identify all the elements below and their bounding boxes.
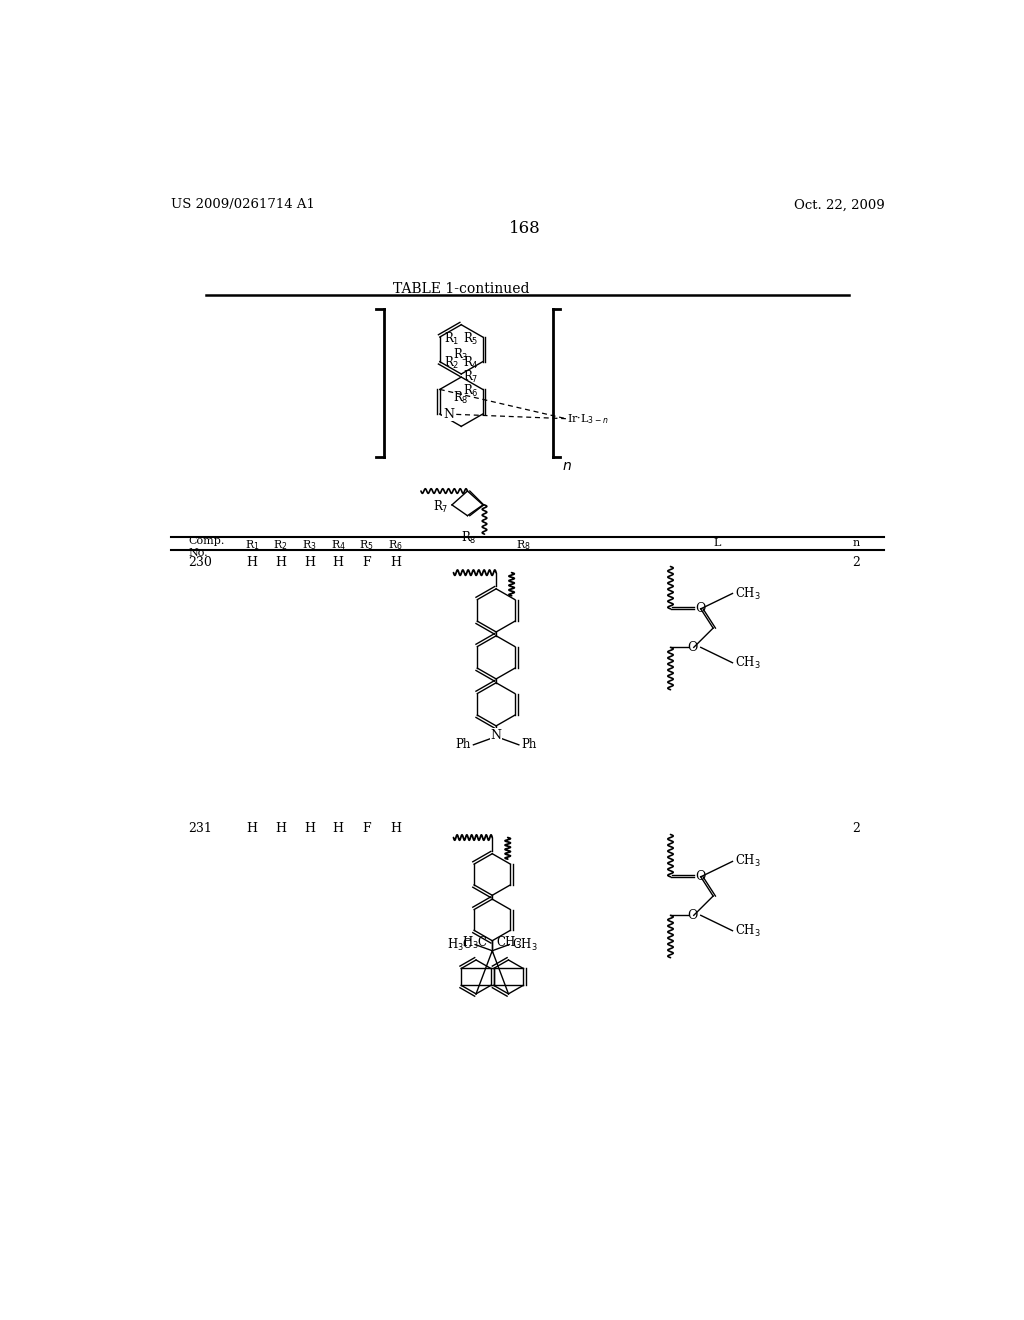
Text: N: N: [490, 729, 502, 742]
Text: H: H: [275, 822, 286, 836]
Text: $n$: $n$: [562, 459, 571, 473]
Text: R$_7$: R$_7$: [433, 499, 449, 515]
Text: O: O: [687, 908, 697, 921]
Text: R$_4$: R$_4$: [463, 355, 479, 371]
Text: H: H: [333, 822, 343, 836]
Text: CH$_3$: CH$_3$: [735, 585, 761, 602]
Text: R$_3$: R$_3$: [302, 539, 316, 552]
Text: F: F: [362, 556, 371, 569]
Text: 230: 230: [188, 556, 212, 569]
Text: Ir·L$_{3-n}$: Ir·L$_{3-n}$: [567, 412, 609, 425]
Text: Comp.
No.: Comp. No.: [188, 536, 225, 558]
Text: R$_4$: R$_4$: [331, 539, 345, 552]
Text: R$_6$: R$_6$: [463, 383, 479, 399]
Text: R$_8$: R$_8$: [454, 389, 469, 405]
Text: H: H: [333, 556, 343, 569]
Text: CH$_3$: CH$_3$: [496, 935, 522, 952]
Text: R$_3$: R$_3$: [454, 347, 469, 363]
Text: H: H: [304, 556, 314, 569]
Text: R$_1$: R$_1$: [245, 539, 259, 552]
Text: Oct. 22, 2009: Oct. 22, 2009: [795, 198, 886, 211]
Text: R$_6$: R$_6$: [388, 539, 402, 552]
Text: R$_5$: R$_5$: [359, 539, 374, 552]
Text: H: H: [275, 556, 286, 569]
Text: R$_7$: R$_7$: [464, 370, 479, 385]
Text: n: n: [853, 539, 860, 548]
Text: O: O: [695, 602, 706, 615]
Text: H$_3$C: H$_3$C: [462, 935, 488, 952]
Text: 2: 2: [853, 556, 860, 569]
Text: CH$_3$: CH$_3$: [735, 655, 761, 671]
Text: 168: 168: [509, 220, 541, 238]
Text: R$_8$: R$_8$: [461, 531, 477, 546]
Text: R$_5$: R$_5$: [464, 330, 479, 347]
Text: H: H: [390, 822, 400, 836]
Text: F: F: [362, 822, 371, 836]
Text: 231: 231: [188, 822, 212, 836]
Text: H: H: [247, 556, 257, 569]
Text: H$_3$C: H$_3$C: [446, 936, 473, 953]
Text: R$_2$: R$_2$: [443, 355, 459, 371]
Text: L: L: [714, 539, 721, 548]
Text: Ph: Ph: [521, 738, 537, 751]
Text: CH$_3$: CH$_3$: [512, 936, 538, 953]
Text: 2: 2: [853, 822, 860, 836]
Text: R$_1$: R$_1$: [443, 330, 459, 347]
Text: H: H: [390, 556, 400, 569]
Text: H: H: [247, 822, 257, 836]
Text: N: N: [442, 408, 454, 421]
Text: R$_2$: R$_2$: [273, 539, 288, 552]
Text: O: O: [695, 870, 706, 883]
Text: TABLE 1-continued: TABLE 1-continued: [393, 281, 529, 296]
Text: R$_8$: R$_8$: [516, 539, 530, 552]
Text: US 2009/0261714 A1: US 2009/0261714 A1: [171, 198, 314, 211]
Text: H: H: [304, 822, 314, 836]
Text: CH$_3$: CH$_3$: [735, 923, 761, 939]
Text: O: O: [687, 640, 697, 653]
Text: Ph: Ph: [456, 738, 471, 751]
Text: CH$_3$: CH$_3$: [735, 853, 761, 870]
